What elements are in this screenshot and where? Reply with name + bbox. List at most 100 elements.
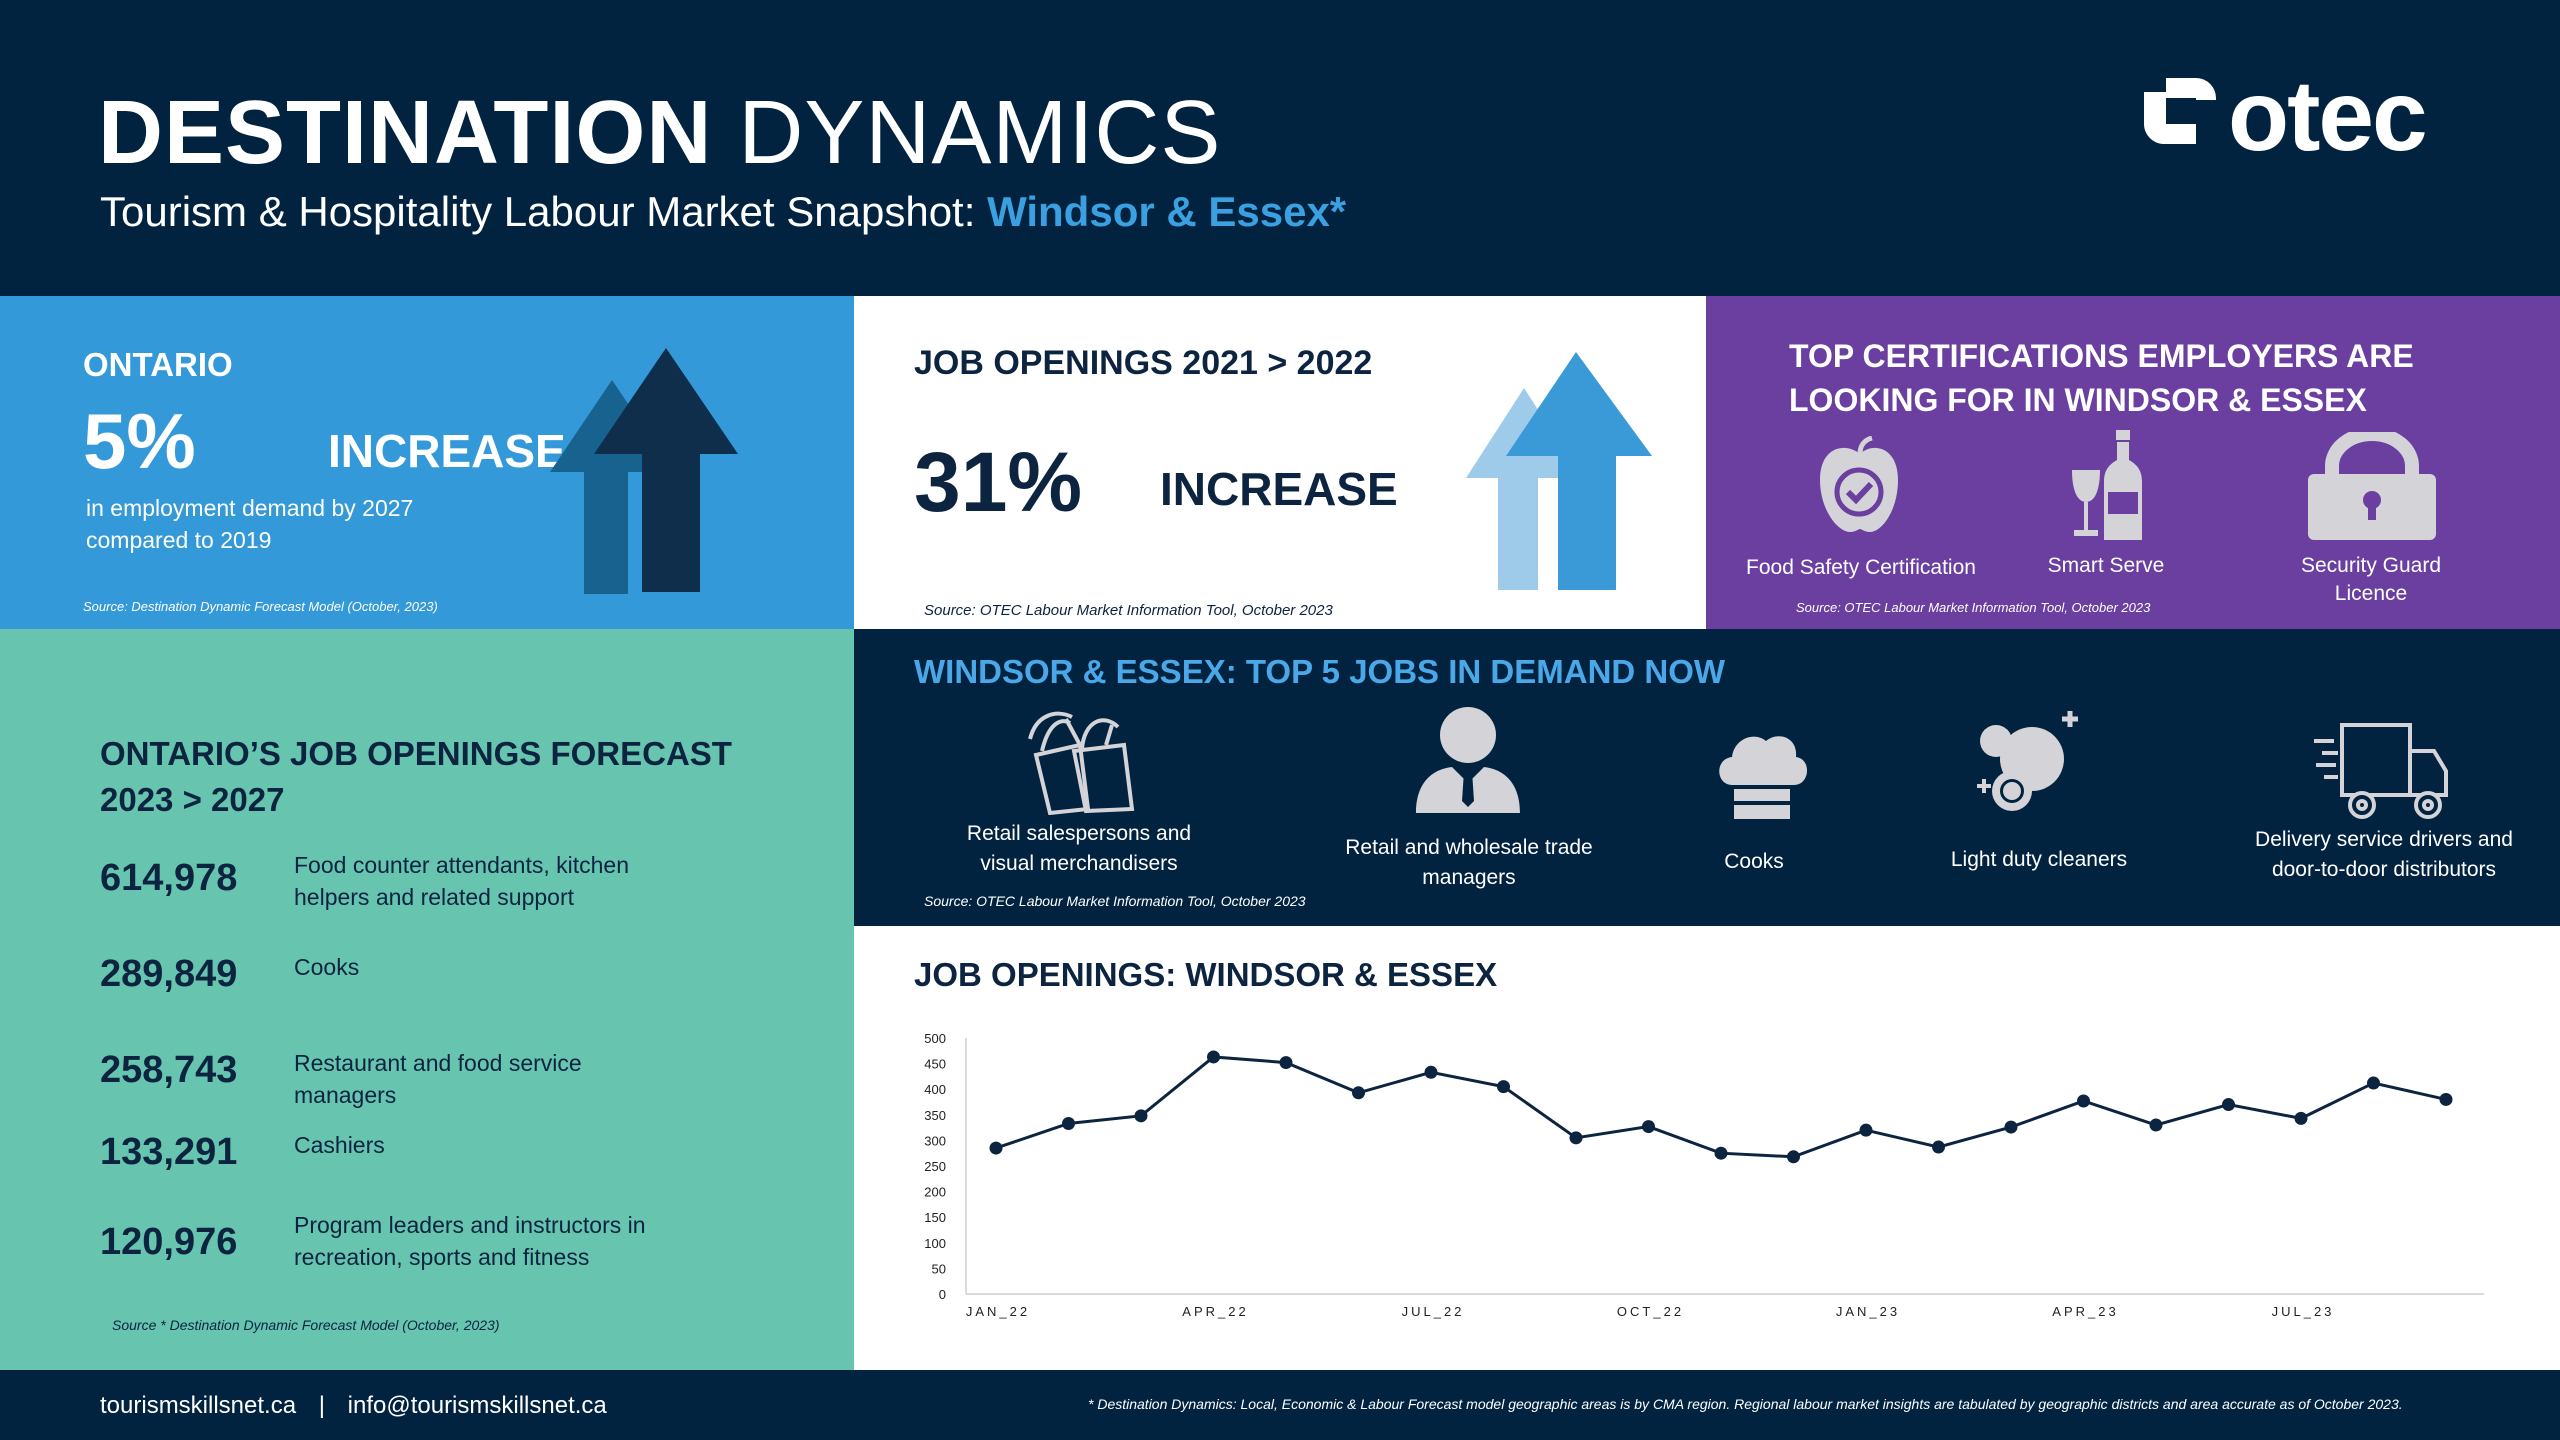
forecast-value: 258,743 (100, 1049, 238, 1091)
job-label-line1: Light duty cleaners (1950, 848, 2128, 871)
subtitle-prefix: Tourism & Hospitality Labour Market Snap… (100, 188, 976, 235)
forecast-title-line2: 2023 > 2027 (100, 781, 285, 818)
data-point (1497, 1080, 1510, 1094)
data-point (989, 1141, 1003, 1155)
job-light-duty-cleaners: Light duty cleaners (1924, 845, 2154, 875)
data-point (1279, 1056, 1293, 1070)
forecast-label: Restaurant and food service managers (294, 1047, 714, 1111)
page-title: DESTINATION DYNAMICS (98, 82, 1221, 185)
footer-separator: | (318, 1392, 325, 1419)
x-tick-label: APR_22 (1182, 1304, 1248, 1319)
forecast-title-line1: ONTARIO’S JOB OPENINGS FORECAST (100, 735, 732, 772)
delivery-truck-icon (2314, 723, 2448, 819)
y-tick-label: 50 (932, 1261, 946, 1276)
forecast-label-line2: helpers and related support (294, 884, 575, 910)
wine-bottle-icon (2072, 430, 2142, 540)
job-openings-title: JOB OPENINGS 2021 > 2022 (914, 344, 1373, 382)
businessman-icon (1416, 707, 1520, 813)
data-point (1062, 1117, 1075, 1131)
padlock-icon (2308, 432, 2436, 540)
forecast-label-line2: recreation, sports and fitness (294, 1244, 590, 1270)
forecast-label-line1: Program leaders and instructors in (294, 1212, 646, 1238)
certifications-title-line2: LOOKING FOR IN WINDSOR & ESSEX (1789, 382, 2367, 418)
job-retail-salespersons: Retail salespersons and visual merchandi… (944, 819, 1214, 879)
x-tick-label: JUL_23 (2272, 1304, 2335, 1319)
apple-check-icon (1820, 436, 1898, 532)
forecast-value: 289,849 (100, 953, 238, 995)
x-tick-label: APR_23 (2052, 1304, 2118, 1319)
job-label-line2: visual merchandisers (980, 852, 1178, 875)
top5-source: Source: OTEC Labour Market Information T… (924, 893, 1306, 909)
shopping-bags-icon (1028, 711, 1135, 815)
data-point (1207, 1050, 1220, 1064)
header (0, 0, 2560, 296)
page-subtitle: Tourism & Hospitality Labour Market Snap… (100, 188, 1346, 236)
forecast-panel: ONTARIO’S JOB OPENINGS FORECAST 2023 > 2… (0, 629, 854, 1370)
y-tick-label: 350 (924, 1108, 946, 1123)
forecast-label: Program leaders and instructors in recrea… (294, 1209, 714, 1273)
ontario-increase: INCREASE (328, 425, 566, 477)
job-label-line1: Retail salespersons and (966, 822, 1192, 845)
data-point (2439, 1092, 2453, 1106)
forecast-label: Food counter attendants, kitchen helpers … (294, 849, 714, 913)
data-point (2367, 1076, 2380, 1090)
data-point (1714, 1146, 1728, 1160)
data-point (2004, 1120, 2018, 1134)
x-tick-label: OCT_22 (1617, 1304, 1684, 1319)
forecast-value: 133,291 (100, 1131, 238, 1173)
bubbles-icon (1977, 711, 2078, 811)
footer-note: * Destination Dynamics: Local, Economic … (1088, 1396, 2403, 1412)
chart-panel: JOB OPENINGS: WINDSOR & ESSEX 0 50 100 150 2… (854, 926, 2560, 1370)
job-openings-panel: JOB OPENINGS 2021 > 2022 31% INCREASE So… (854, 296, 1706, 629)
forecast-value: 614,978 (100, 857, 238, 899)
cert-smart-serve-label: Smart Serve (2047, 554, 2165, 577)
chef-hat-icon (1719, 736, 1808, 819)
forecast-value: 120,976 (100, 1221, 238, 1263)
forecast-label-line1: Food counter attendants, kitchen (294, 852, 629, 878)
certifications-title-line1: TOP CERTIFICATIONS EMPLOYERS ARE (1789, 338, 2414, 374)
ontario-percent: 5% (83, 397, 196, 485)
forecast-label: Cashiers (294, 1129, 714, 1161)
cert-security-guard-line1: Security Guard (2300, 554, 2442, 577)
subtitle-region: Windsor & Essex* (987, 188, 1347, 235)
data-point (1134, 1109, 1148, 1123)
footer: tourismskillsnet.ca | info@tourismskills… (0, 1370, 2560, 1440)
data-point (1787, 1150, 1800, 1164)
forecast-source: Source * Destination Dynamic Forecast Mo… (112, 1317, 500, 1333)
job-delivery-drivers: Delivery service drivers and door-to-doo… (2224, 825, 2544, 885)
job-label-line1: Retail and wholesale trade (1345, 836, 1593, 859)
footer-website-link[interactable]: tourismskillsnet.ca (100, 1392, 297, 1419)
top5-jobs-panel: WINDSOR & ESSEX: TOP 5 JOBS IN DEMAND NO… (854, 629, 2560, 926)
job-label-line2: managers (1422, 866, 1516, 889)
job-label-line2: door-to-door distributors (2271, 858, 2497, 881)
cert-security-guard-label: Security Guard Licence (2266, 552, 2476, 608)
y-tick-label: 250 (924, 1159, 946, 1174)
double-arrow-up-icon (550, 348, 738, 594)
ontario-description-line2: compared to 2019 (86, 527, 272, 553)
logo-mark-icon (2144, 78, 2216, 144)
forecast-label-line2: managers (294, 1082, 397, 1108)
logo-text: otec (2228, 60, 2428, 172)
ontario-label: ONTARIO (83, 346, 233, 383)
data-point (1859, 1123, 1873, 1137)
job-cooks: Cooks (1674, 847, 1834, 877)
data-point (2294, 1111, 2308, 1125)
title-rest: DYNAMICS (738, 83, 1222, 183)
cert-food-safety-label: Food Safety Certification (1746, 556, 1976, 579)
x-tick-label: JAN_22 (966, 1304, 1030, 1319)
line-chart: 0 50 100 150 200 250 300 350 400 450 500 JAN_22 APR_… (924, 1031, 2484, 1319)
footer-email-link[interactable]: info@tourismskillsnet.ca (347, 1392, 607, 1419)
y-tick-label: 200 (924, 1185, 946, 1200)
job-openings-percent: 31% (914, 435, 1083, 529)
data-point (1424, 1065, 1438, 1079)
ontario-source: Source: Destination Dynamic Forecast Mod… (83, 599, 438, 614)
x-tick-label: JUL_22 (1402, 1304, 1465, 1319)
data-point (2077, 1094, 2090, 1108)
forecast-label-line1: Cooks (294, 954, 360, 980)
data-point (2149, 1118, 2163, 1132)
forecast-label: Cooks (294, 951, 714, 983)
data-point (2222, 1098, 2235, 1112)
job-label-line1: Cooks (1724, 850, 1784, 873)
y-tick-label: 0 (939, 1287, 946, 1302)
ontario-panel: ONTARIO 5% INCREASE in employment demand… (0, 296, 854, 629)
